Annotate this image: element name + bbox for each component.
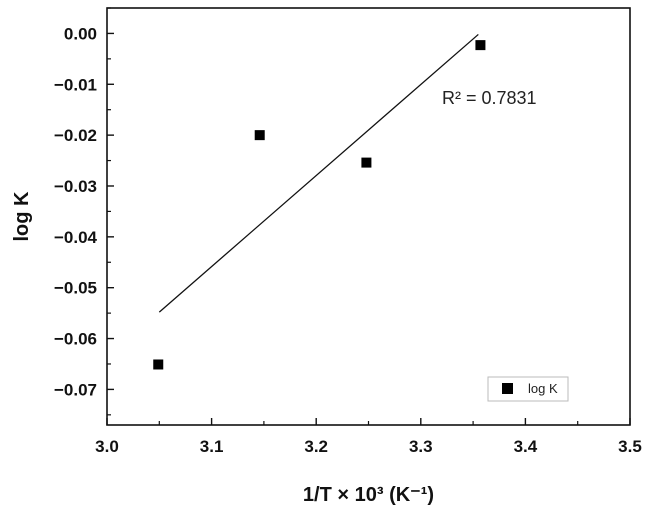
legend-box (487, 376, 569, 402)
data-point (153, 359, 164, 370)
y-tick-label: −0.02 (54, 126, 97, 145)
x-tick-label: 3.1 (200, 437, 224, 456)
y-tick-label: −0.06 (54, 330, 97, 349)
y-tick-label: −0.03 (54, 177, 97, 196)
legend: log K (487, 376, 569, 402)
y-tick-label: 0.00 (64, 24, 97, 43)
data-point (361, 157, 372, 168)
legend-label: log K (528, 381, 558, 396)
data-points (153, 40, 486, 370)
x-tick-label: 3.4 (514, 437, 538, 456)
r-squared-annotation: R² = 0.7831 (442, 88, 537, 108)
x-tick-label: 3.0 (95, 437, 119, 456)
data-point (475, 40, 486, 51)
regression-line (158, 33, 479, 313)
data-point (254, 130, 265, 141)
y-tick-label: −0.04 (54, 228, 98, 247)
y-axis-title: log K (11, 191, 33, 242)
x-tick-label: 3.5 (618, 437, 642, 456)
y-tick-label: −0.07 (54, 380, 97, 399)
x-axis-title: 1/T × 10³ (K⁻¹) (303, 484, 434, 506)
y-tick-label: −0.05 (54, 279, 97, 298)
legend-marker-square (502, 383, 513, 394)
x-tick-label: 3.2 (304, 437, 328, 456)
y-axis-ticks: 0.00 −0.01 −0.02 −0.03 −0.04 −0.05 −0.06 −0.07 (54, 7, 114, 416)
x-axis-ticks: 3.0 3.1 3.2 3.3 3.4 3.5 (95, 418, 642, 456)
y-tick-label: −0.01 (54, 75, 97, 94)
plot-area-frame (106, 7, 631, 426)
x-tick-label: 3.3 (409, 437, 433, 456)
